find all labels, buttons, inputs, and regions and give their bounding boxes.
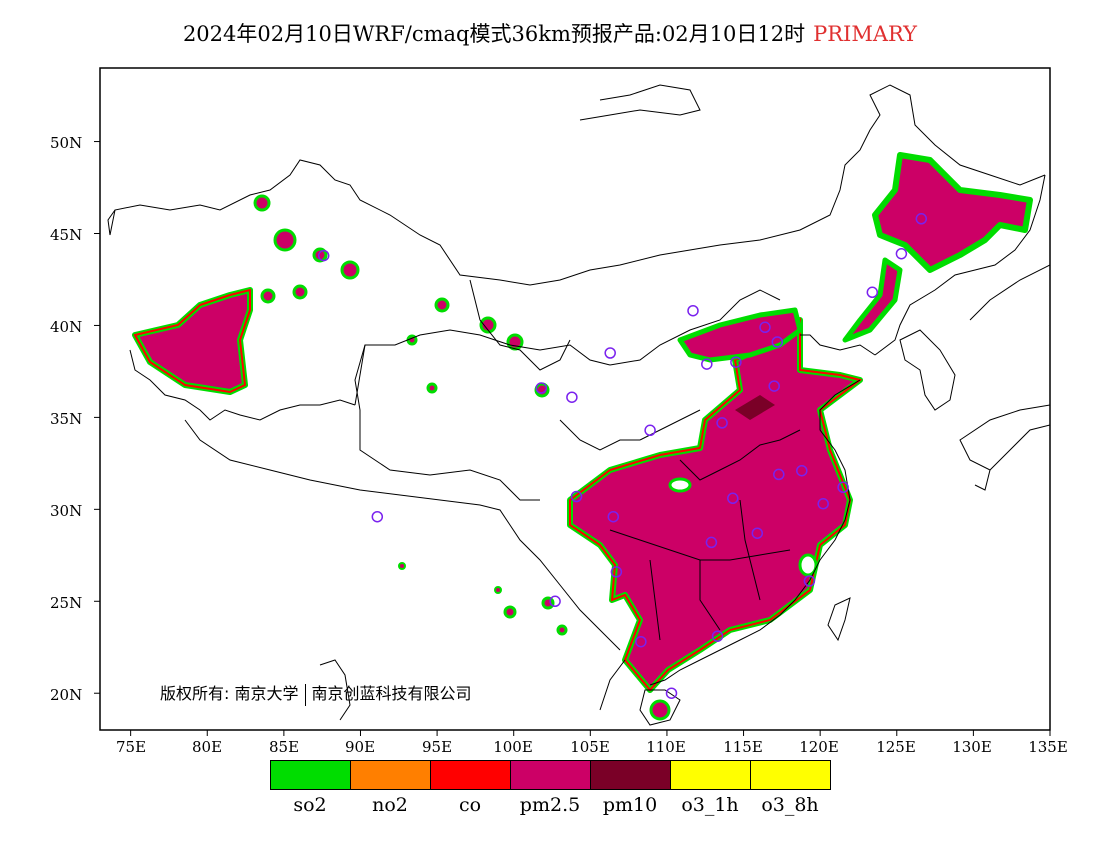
legend-label-o3-8h: o3_8h [761,794,819,816]
lon-label-100e: 100E [493,738,533,756]
legend-swatch-o3-1h [670,760,751,790]
station-marker [665,687,678,699]
lon-label-95e: 95E [421,738,453,756]
lon-label-105e: 105E [570,738,610,756]
legend-swatch-no2 [350,760,431,790]
station-marker [549,595,561,608]
title-primary-tag: PRIMARY [813,22,918,46]
copyright-org-chuanglan: 南京创蓝科技有限公司 [311,684,472,703]
station-marker [604,347,616,359]
copyright-label: 版权所有: [160,684,230,703]
legend-label-pm10: pm10 [602,794,658,816]
lat-label-20n: 20N [50,686,83,704]
pollution-northeast [842,152,1033,343]
station-marker [727,492,739,505]
station-marker [610,566,623,578]
station-marker [371,510,384,523]
legend-swatch-pm25 [510,760,591,790]
station-marker [866,286,879,299]
boundaries [107,84,1050,726]
station-marker [773,468,785,481]
axis-ticks [94,141,1051,736]
station-marker [759,321,771,334]
map-content [107,84,1050,726]
lat-label-30n: 30N [50,502,83,520]
station-marker [570,490,583,503]
station-marker [317,249,330,262]
legend-label-o3-1h: o3_1h [681,794,739,816]
pollution-southwest-spots [398,562,568,636]
lon-label-80e: 80E [191,738,223,756]
copyright-divider [304,683,306,706]
station-marker [687,304,699,317]
lon-label-130e: 130E [952,738,992,756]
station-marker [716,417,728,429]
lon-label-85e: 85E [268,738,300,756]
station-marker [711,630,724,642]
lon-label-125e: 125E [876,738,916,756]
station-marker [771,336,784,348]
station-marker [705,536,718,549]
legend-label-co: co [458,794,482,816]
station-marker [701,358,713,370]
pollution-central-spots [406,297,550,398]
legend-swatch-pm10 [590,760,671,790]
title-text: 2024年02月10日WRF/cmaq模式36km预报产品:02月10日12时 [182,22,806,46]
copyright-notice: 版权所有: 南京大学 南京创蓝科技有限公司 [160,680,472,706]
station-marker [635,635,647,648]
copyright-org-nju: 南京大学 [234,684,299,703]
lon-label-120e: 120E [799,738,839,756]
lon-label-75e: 75E [115,738,147,756]
lat-label-35n: 35N [50,410,83,428]
legend-label-pm25: pm2.5 [519,794,581,816]
lat-label-25n: 25N [50,594,83,612]
station-marker [535,382,548,394]
lon-label-110e: 110E [646,738,686,756]
station-marker [644,424,656,437]
legend-swatch-o3-8h [750,760,831,790]
lat-label-40n: 40N [50,318,83,336]
lon-label-135e: 135E [1028,738,1068,756]
lon-label-90e: 90E [344,738,376,756]
pollution-xinjiang-west [132,287,253,395]
station-marker [837,481,849,494]
lat-label-45n: 45N [50,226,83,244]
lon-label-115e: 115E [723,738,763,756]
station-marker [607,510,620,523]
station-marker [730,356,742,368]
map-frame [99,67,1051,731]
station-markers [317,213,928,699]
pollution-xinjiang-spots [253,194,360,304]
lat-label-50n: 50N [50,134,83,152]
map-title: 2024年02月10日WRF/cmaq模式36km预报产品:02月10日12时 P… [0,18,1100,48]
legend-swatch-co [430,760,511,790]
station-marker [768,380,780,392]
legend-label-so2: so2 [293,794,327,816]
station-marker [751,527,764,539]
station-marker [803,575,816,587]
pollution-east-china [567,317,863,721]
pollution-north-china [677,307,803,363]
legend-swatch-so2 [270,760,351,790]
station-marker [796,464,808,477]
station-marker [895,247,908,260]
legend-label-no2: no2 [372,794,408,816]
station-marker [915,213,928,225]
station-marker [817,498,829,510]
station-marker [566,391,578,403]
